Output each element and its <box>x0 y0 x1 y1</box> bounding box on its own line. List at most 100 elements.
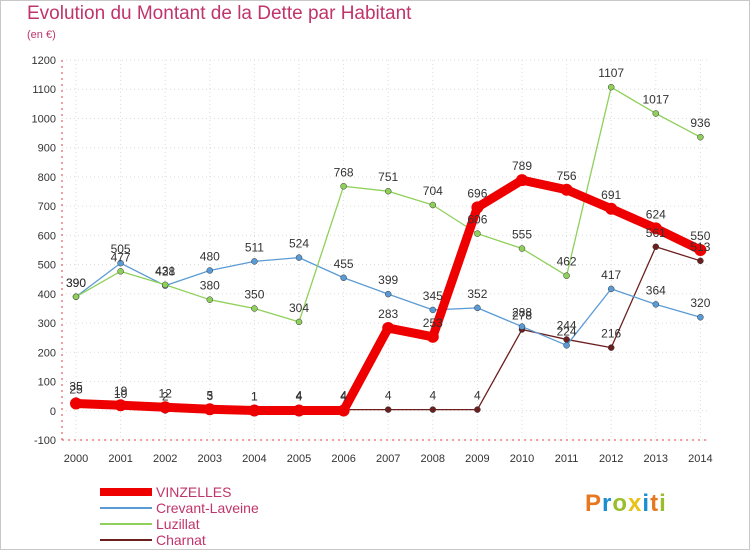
data-label: 350 <box>244 287 264 301</box>
x-tick-label: 2008 <box>421 453 445 465</box>
x-tick-label: 2013 <box>644 453 668 465</box>
data-point <box>206 267 214 274</box>
data-point <box>429 306 437 314</box>
legend-label: Luzillat <box>156 516 200 532</box>
data-label: 3 <box>206 389 213 403</box>
data-label: 390 <box>66 276 86 290</box>
data-label: 35 <box>69 380 83 394</box>
y-tick-label: 200 <box>38 347 56 359</box>
y-tick-label: 0 <box>50 406 56 418</box>
legend-swatch-charnat <box>100 539 152 541</box>
legend-label: Crevant-Laveine <box>156 500 259 516</box>
data-point <box>607 83 615 91</box>
data-point <box>649 222 662 235</box>
data-label: 224 <box>557 324 577 338</box>
legend-swatch-crevant-laveine <box>100 507 152 509</box>
legend-item-vinzelles: VINZELLES <box>100 484 259 500</box>
data-label: 4 <box>340 389 347 403</box>
y-tick-label: 500 <box>38 260 56 272</box>
data-label: 550 <box>690 229 710 243</box>
data-point <box>72 293 80 301</box>
data-point <box>295 318 303 326</box>
x-tick-label: 2000 <box>64 453 88 465</box>
data-point <box>251 258 258 265</box>
data-point <box>161 281 169 289</box>
data-point <box>607 285 615 293</box>
y-tick-label: 400 <box>38 289 56 301</box>
legend-label: VINZELLES <box>156 484 232 500</box>
data-point <box>697 257 704 265</box>
data-point <box>117 268 124 275</box>
x-tick-label: 2011 <box>555 453 579 465</box>
data-point <box>518 245 526 252</box>
data-point <box>429 201 437 209</box>
data-label: 789 <box>512 159 532 173</box>
y-tick-label: -100 <box>34 435 56 447</box>
data-label: 1 <box>251 389 258 403</box>
data-label: 606 <box>467 213 487 227</box>
logo-letter: i <box>659 490 667 517</box>
data-label: 417 <box>601 268 621 282</box>
data-label: 12 <box>159 386 173 400</box>
data-label: 380 <box>200 279 220 293</box>
legend-label: Charnat <box>156 532 206 548</box>
y-tick-label: 100 <box>38 377 56 389</box>
data-point <box>605 202 618 215</box>
logo-letter: P <box>585 490 603 517</box>
data-label: 696 <box>467 186 487 200</box>
data-label: 477 <box>111 250 131 264</box>
data-label: 4 <box>296 389 303 403</box>
data-label: 216 <box>601 327 621 341</box>
data-label: 4 <box>385 389 392 403</box>
y-tick-label: 1100 <box>32 84 56 96</box>
data-point <box>384 187 392 195</box>
data-point <box>563 272 570 279</box>
data-point <box>694 244 707 256</box>
logo-letter: t <box>650 490 660 517</box>
data-label: 513 <box>690 240 710 254</box>
data-label: 25 <box>69 382 83 396</box>
logo-letter: o <box>612 490 629 517</box>
x-tick-label: 2009 <box>465 453 489 465</box>
data-point <box>474 230 481 237</box>
data-label: 5 <box>206 388 213 402</box>
legend: VINZELLES Crevant-Laveine Luzillat Charn… <box>100 484 259 548</box>
data-point <box>516 174 528 187</box>
data-point <box>563 342 570 349</box>
data-point <box>471 201 484 214</box>
data-label: 704 <box>423 184 443 198</box>
data-point <box>117 259 124 267</box>
data-label: 2 <box>162 389 169 403</box>
data-label: 19 <box>114 384 128 398</box>
y-tick-label: 900 <box>38 143 56 155</box>
y-tick-label: 600 <box>38 230 56 242</box>
data-label: 1107 <box>598 66 624 80</box>
data-label: 524 <box>289 237 309 251</box>
data-point <box>560 183 573 196</box>
data-label: 4 <box>429 389 436 403</box>
y-tick-label: 300 <box>38 318 56 330</box>
data-point <box>251 305 258 312</box>
data-label: 352 <box>467 287 487 301</box>
legend-swatch-luzillat <box>100 523 152 525</box>
x-tick-label: 2007 <box>376 453 400 465</box>
x-tick-label: 2014 <box>688 453 712 465</box>
data-label: 431 <box>155 264 175 278</box>
data-label: 455 <box>334 257 354 271</box>
data-label: 756 <box>557 169 577 183</box>
data-label: 1017 <box>642 92 669 106</box>
data-label: 751 <box>378 170 398 184</box>
data-label: 462 <box>557 255 577 269</box>
data-point <box>384 406 392 413</box>
data-point <box>652 301 660 308</box>
data-point <box>474 406 481 413</box>
data-label: 288 <box>512 306 532 320</box>
data-point <box>652 110 660 117</box>
x-tick-label: 2006 <box>331 453 355 465</box>
data-label: 555 <box>512 228 532 242</box>
data-label: 1 <box>251 389 258 403</box>
data-point <box>248 404 261 417</box>
data-label: 624 <box>646 207 666 221</box>
data-point <box>337 404 350 417</box>
